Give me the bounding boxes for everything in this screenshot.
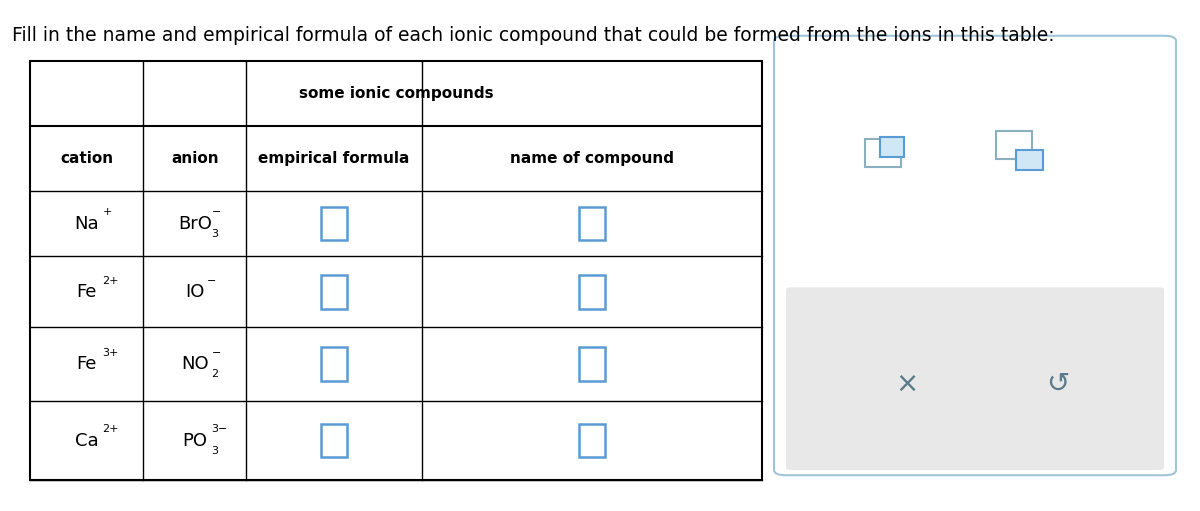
Text: −: − [206, 275, 216, 286]
Text: IO: IO [185, 283, 204, 301]
Text: anion: anion [170, 151, 218, 166]
Text: 2: 2 [211, 369, 218, 379]
Text: some ionic compounds: some ionic compounds [299, 86, 493, 101]
Text: 2+: 2+ [102, 275, 119, 286]
Text: empirical formula: empirical formula [258, 151, 409, 166]
Text: BrO: BrO [178, 215, 211, 233]
Text: name of compound: name of compound [510, 151, 674, 166]
Text: −: − [211, 348, 221, 358]
Text: 3−: 3− [211, 424, 228, 434]
Text: −: − [211, 207, 221, 218]
Text: ×: × [895, 370, 918, 398]
Text: +: + [102, 207, 112, 218]
Text: ↺: ↺ [1046, 370, 1069, 398]
Text: Fill in the name and empirical formula of each ionic compound that could be form: Fill in the name and empirical formula o… [12, 26, 1055, 44]
Text: cation: cation [60, 151, 113, 166]
Text: NO: NO [181, 355, 209, 373]
Text: 3+: 3+ [102, 348, 119, 358]
Text: 2+: 2+ [102, 424, 119, 434]
Text: 3: 3 [211, 229, 218, 239]
Text: Fe: Fe [77, 283, 97, 301]
Text: Na: Na [74, 215, 100, 233]
Text: 3: 3 [211, 446, 218, 456]
Text: Fe: Fe [77, 355, 97, 373]
Text: Ca: Ca [74, 431, 98, 450]
Text: PO: PO [182, 431, 208, 450]
